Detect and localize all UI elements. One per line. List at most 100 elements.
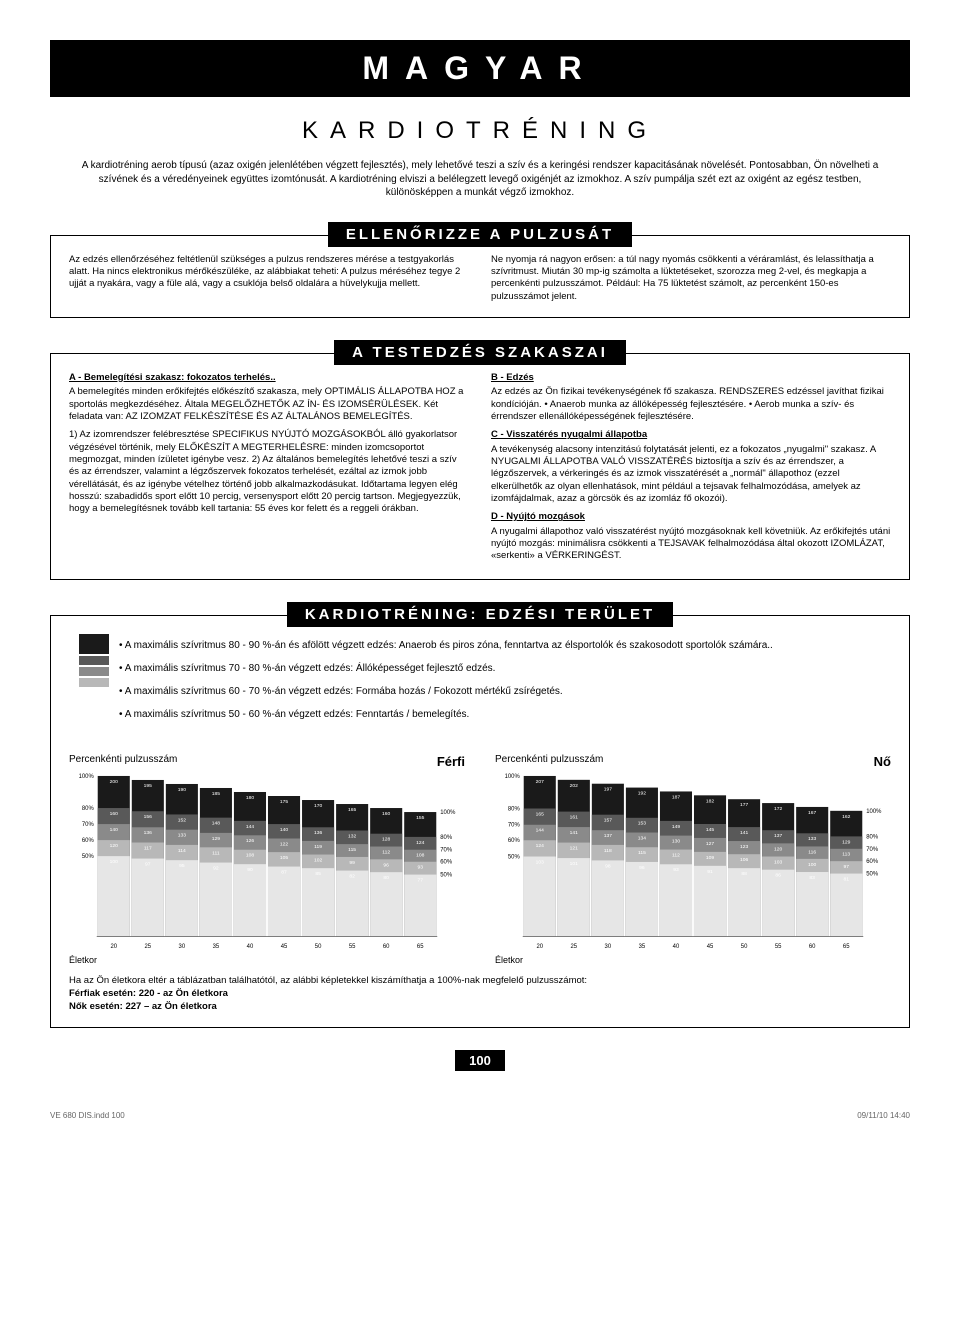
svg-text:102: 102 [314,857,322,863]
section1-title: ELLENŐRIZZE A PULZUSÁT [328,222,632,247]
svg-text:100%: 100% [79,774,95,780]
gender-female: Nő [874,754,891,769]
svg-text:137: 137 [774,833,782,839]
chart-label-female: Percenkénti pulzusszám [495,754,603,769]
svg-text:165: 165 [536,811,544,817]
svg-text:133: 133 [178,832,186,838]
svg-text:162: 162 [842,813,850,819]
footer-left: VE 680 DIS.indd 100 [50,1111,125,1120]
svg-text:141: 141 [740,830,748,836]
svg-text:30: 30 [605,944,612,950]
svg-text:152: 152 [178,817,186,823]
zone-item: A maximális szívritmus 60 - 70 %-án végz… [119,680,891,703]
svg-text:136: 136 [144,830,152,836]
chart-male: Percenkénti pulzusszám Férfi 100%80%70%6… [69,754,465,965]
svg-text:97: 97 [843,864,849,870]
svg-text:60: 60 [809,944,816,950]
svg-text:167: 167 [808,810,816,816]
svg-text:20: 20 [536,944,543,950]
svg-text:192: 192 [638,790,646,796]
svg-text:65: 65 [417,944,424,950]
chart-female: Percenkénti pulzusszám Nő 100%80%70%60%5… [495,754,891,965]
svg-text:122: 122 [280,841,288,847]
svg-text:120: 120 [110,843,118,849]
svg-text:153: 153 [638,820,646,826]
section2-a-p1: A bemelegítés minden erőkifejtés előkész… [69,386,469,423]
svg-text:50%: 50% [508,854,521,860]
svg-text:99: 99 [349,860,355,866]
chart-label-male: Percenkénti pulzusszám [69,754,177,769]
svg-text:123: 123 [740,844,748,850]
section3-title: KARDIOTRÉNING: EDZÉSI TERÜLET [287,602,673,627]
svg-text:70%: 70% [866,846,879,852]
zone-item: A maximális szívritmus 50 - 60 %-án végz… [119,703,891,726]
svg-text:80%: 80% [440,835,453,841]
svg-text:165: 165 [348,807,356,813]
svg-text:90: 90 [247,867,253,873]
svg-text:96: 96 [639,865,645,871]
svg-text:197: 197 [604,786,612,792]
svg-text:134: 134 [638,835,646,841]
svg-text:45: 45 [707,944,714,950]
svg-text:108: 108 [416,852,424,858]
svg-text:121: 121 [570,845,578,851]
svg-text:177: 177 [740,802,748,808]
svg-text:20: 20 [110,944,117,950]
svg-text:95: 95 [179,863,185,869]
svg-text:55: 55 [349,944,356,950]
formula-block: Ha az Ön életkora eltér a táblázatban ta… [69,975,891,1013]
svg-text:137: 137 [604,833,612,839]
svg-text:88: 88 [741,871,747,877]
svg-text:91: 91 [707,868,713,874]
svg-text:96: 96 [383,862,389,868]
svg-text:65: 65 [843,944,850,950]
svg-text:155: 155 [416,815,424,821]
zone-swatch [79,656,109,665]
svg-text:81: 81 [843,876,849,882]
section1-right: Ne nyomja rá nagyon erősen: a túl nagy n… [491,254,891,303]
svg-text:50%: 50% [82,854,95,860]
svg-text:124: 124 [536,843,544,849]
svg-text:185: 185 [212,791,220,797]
svg-text:80%: 80% [82,806,95,812]
svg-text:35: 35 [639,944,646,950]
svg-text:100%: 100% [505,774,521,780]
svg-text:117: 117 [144,845,152,851]
svg-text:109: 109 [706,855,714,861]
svg-text:113: 113 [842,851,850,857]
svg-text:132: 132 [348,833,356,839]
svg-text:128: 128 [382,836,390,842]
section3-box: A maximális szívritmus 80 - 90 %-án és a… [50,615,910,1029]
svg-text:116: 116 [808,849,816,855]
svg-text:187: 187 [672,794,680,800]
svg-text:129: 129 [842,839,850,845]
svg-text:170: 170 [314,803,322,809]
svg-text:149: 149 [672,824,680,830]
svg-text:87: 87 [281,869,287,875]
svg-text:148: 148 [212,820,220,826]
svg-text:172: 172 [774,806,782,812]
svg-text:80%: 80% [866,834,879,840]
svg-text:207: 207 [536,779,544,785]
svg-text:156: 156 [144,814,152,820]
svg-text:98: 98 [605,863,611,869]
svg-text:93: 93 [673,867,679,873]
section2-c-text: A tevékenység alacsony intenzitású folyt… [491,444,891,506]
svg-text:97: 97 [145,861,151,867]
svg-text:100: 100 [110,859,118,865]
svg-text:120: 120 [774,846,782,852]
svg-text:45: 45 [281,944,288,950]
svg-text:182: 182 [706,798,714,804]
svg-text:103: 103 [536,859,544,865]
section2-title: A TESTEDZÉS SZAKASZAI [334,340,626,365]
svg-text:50%: 50% [440,872,453,878]
svg-text:70%: 70% [508,822,521,828]
page-title-bar: MAGYAR [50,40,910,97]
svg-text:35: 35 [213,944,220,950]
age-label-female: Életkor [495,955,891,965]
svg-text:106: 106 [740,857,748,863]
zone-list: A maximális szívritmus 80 - 90 %-án és a… [69,634,891,734]
svg-text:115: 115 [638,850,646,856]
zone-item: A maximális szívritmus 70 - 80 %-án végz… [119,657,891,680]
svg-text:83: 83 [809,875,815,881]
